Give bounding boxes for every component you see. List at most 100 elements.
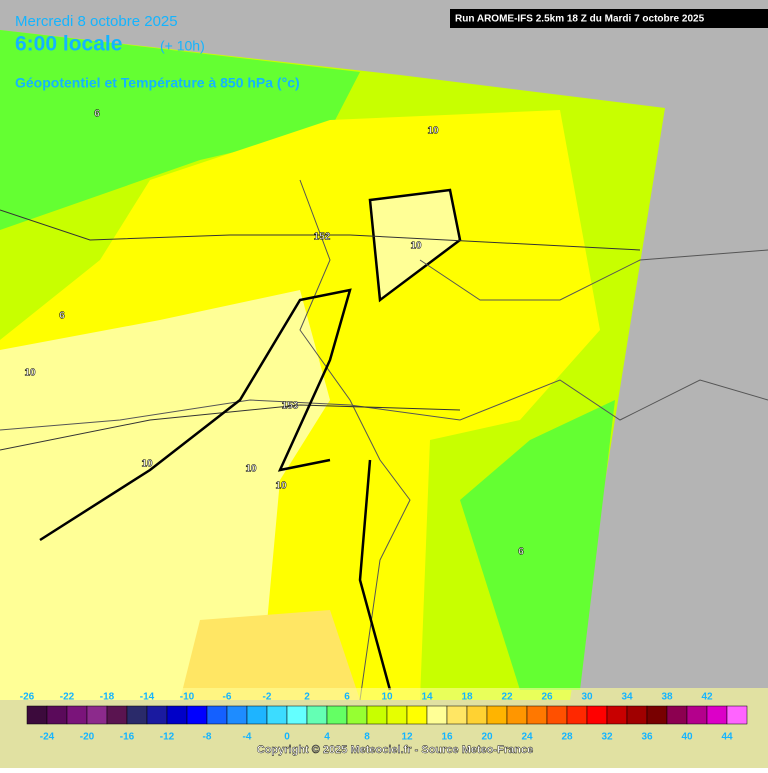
color-swatch	[186, 705, 208, 725]
color-swatch	[226, 705, 248, 725]
color-swatch	[646, 705, 668, 725]
color-swatch	[386, 705, 408, 725]
legend-label: 14	[421, 692, 433, 703]
color-swatch	[166, 705, 188, 725]
legend-label: 26	[541, 692, 553, 703]
legend-label: 42	[701, 692, 713, 703]
legend-label: 36	[641, 732, 653, 743]
color-swatch	[266, 705, 288, 725]
color-swatch	[506, 705, 528, 725]
legend-label: 38	[661, 692, 673, 703]
legend-label: -22	[60, 692, 75, 703]
warm-zone	[180, 610, 360, 700]
legend-label: 16	[441, 732, 453, 743]
color-swatch	[306, 705, 328, 725]
legend-label: 30	[581, 692, 593, 703]
color-swatch	[26, 705, 48, 725]
color-swatch	[286, 705, 308, 725]
legend-label: 44	[721, 732, 733, 743]
color-swatch	[126, 705, 148, 725]
date: Mercredi 8 octobre 2025	[15, 13, 178, 30]
legend-label: 12	[401, 732, 413, 743]
legend-label: 24	[521, 732, 533, 743]
border	[0, 379, 768, 431]
cool-zone	[460, 400, 615, 690]
run-info: Run AROME-IFS 2.5km 18 Z du Mardi 7 octo…	[455, 14, 705, 25]
color-swatch	[146, 705, 168, 725]
contour-label: 10	[245, 464, 257, 475]
legend-label: -18	[100, 692, 115, 703]
color-swatch	[246, 705, 268, 725]
color-swatch	[546, 705, 568, 725]
contour	[358, 459, 392, 691]
color-swatch	[606, 705, 628, 725]
color-swatch	[726, 705, 748, 725]
color-swatch	[486, 705, 508, 725]
color-swatch	[426, 705, 448, 725]
color-swatch	[106, 705, 128, 725]
legend-label: -26	[20, 692, 35, 703]
colorbar: -26-24-22-20-18-16-14-12-10-8-6-4-202468…	[20, 692, 748, 743]
color-swatch	[86, 705, 108, 725]
color-swatch	[526, 705, 548, 725]
border	[299, 179, 411, 701]
contour-label: 10	[275, 481, 287, 492]
borders	[0, 179, 768, 701]
legend-label: 18	[461, 692, 473, 703]
run-box	[450, 9, 768, 28]
legend-label: 20	[481, 732, 493, 743]
legend-label: -8	[203, 732, 212, 743]
legend-label: -10	[180, 692, 195, 703]
contour-label: 10	[24, 368, 36, 379]
legend-label: 2	[304, 692, 310, 703]
legend-label: 34	[621, 692, 633, 703]
legend-label: -14	[140, 692, 155, 703]
mild-zone	[0, 290, 330, 700]
color-swatch	[346, 705, 368, 725]
legend-label: -24	[40, 732, 55, 743]
cool-zone	[0, 30, 360, 230]
mild-zone	[368, 188, 462, 303]
legend-label: 28	[561, 732, 573, 743]
legend-label: 4	[324, 732, 330, 743]
legend-label: 32	[601, 732, 613, 743]
legend-label: -12	[160, 732, 175, 743]
color-swatch	[566, 705, 588, 725]
color-swatch	[686, 705, 708, 725]
color-swatch	[586, 705, 608, 725]
parameter: Géopotentiel et Température à 850 hPa (°…	[15, 75, 300, 91]
contour-label: 152	[314, 232, 331, 243]
legend-label: 0	[284, 732, 290, 743]
border	[419, 249, 768, 301]
color-swatch	[446, 705, 468, 725]
contour	[0, 209, 641, 251]
contour-label: 10	[410, 241, 422, 252]
color-swatch	[466, 705, 488, 725]
legend-background	[0, 688, 768, 768]
legend-label: 8	[364, 732, 370, 743]
contour-label: 10	[141, 459, 153, 470]
legend-label: -20	[80, 732, 95, 743]
legend-label: -16	[120, 732, 135, 743]
contour-label: 153	[282, 401, 299, 412]
color-swatch	[66, 705, 88, 725]
legend-label: 6	[344, 692, 350, 703]
color-swatch	[666, 705, 688, 725]
color-swatch	[326, 705, 348, 725]
legend-label: 22	[501, 692, 513, 703]
legend-label: -6	[223, 692, 232, 703]
legend-label: 10	[381, 692, 393, 703]
color-swatch	[706, 705, 728, 725]
time: 6:00 locale	[15, 33, 122, 56]
color-swatch	[206, 705, 228, 725]
legend-label: -2	[263, 692, 272, 703]
legend-label: -4	[243, 732, 252, 743]
contour-label: 6	[518, 547, 524, 558]
contour-label: 6	[59, 311, 65, 322]
color-swatch	[46, 705, 68, 725]
contour-label: 6	[94, 109, 100, 120]
color-swatch	[406, 705, 428, 725]
contour	[39, 288, 352, 542]
color-swatch	[626, 705, 648, 725]
